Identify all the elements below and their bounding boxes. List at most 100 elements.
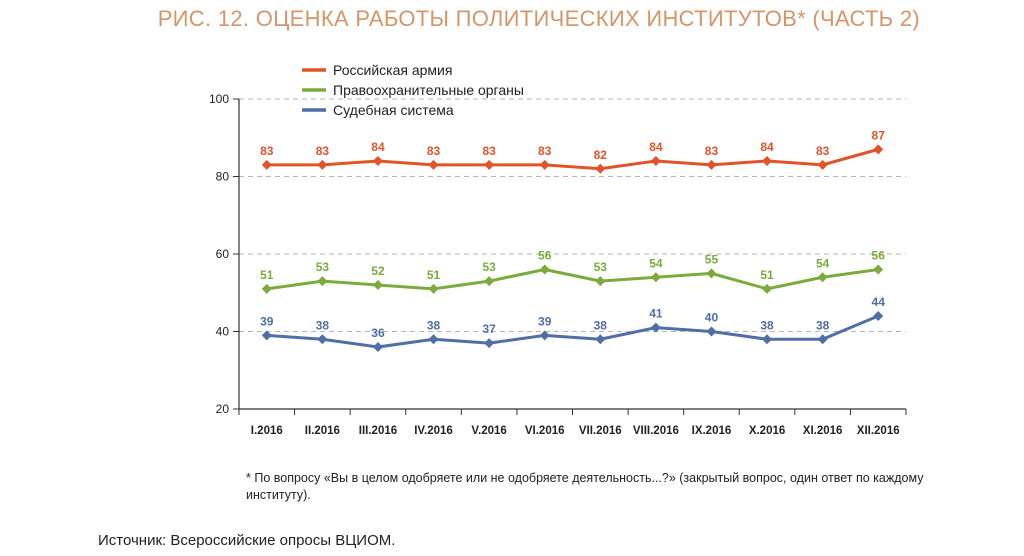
data-label: 83 (427, 144, 441, 158)
data-point (762, 283, 773, 294)
data-label: 40 (705, 311, 719, 325)
y-tick-label: 100 (209, 92, 229, 106)
line-chart: 20 40 60 80 100 I.2016 II.2016 III.2016 IV.2016 V… (209, 62, 907, 437)
data-point (484, 338, 495, 349)
data-point (650, 156, 661, 166)
x-tick-label: XII.2016 (857, 425, 900, 437)
data-point (706, 268, 717, 279)
data-point (873, 264, 884, 275)
data-label: 83 (316, 144, 330, 158)
data-label: 36 (371, 326, 385, 340)
x-tick-label: V.2016 (471, 425, 506, 437)
x-tick-label: III.2016 (359, 425, 397, 437)
data-label: 87 (872, 128, 886, 142)
x-tick-label: VI.2016 (525, 425, 565, 437)
data-point (762, 156, 773, 166)
y-tick-label: 60 (216, 247, 230, 261)
source-note: Источник: Всероссийские опросы ВЦИОМ. (98, 532, 396, 549)
data-label: 56 (538, 249, 552, 263)
data-label: 53 (594, 260, 608, 274)
x-tick-label: VIII.2016 (633, 425, 679, 437)
data-point (317, 276, 328, 287)
data-label: 52 (371, 264, 385, 278)
data-label: 83 (538, 144, 552, 158)
data-label: 84 (760, 140, 774, 154)
legend-entry: Российская армия (333, 62, 452, 78)
x-tick-label: X.2016 (749, 425, 785, 437)
data-point (650, 322, 661, 333)
data-point (539, 159, 550, 170)
chart-title: РИС. 12. ОЦЕНКА РАБОТЫ ПОЛИТИЧЕСКИХ ИНСТ… (157, 6, 920, 31)
data-point (595, 276, 606, 287)
axis-layer: 20 40 60 80 100 I.2016 II.2016 III.2016 IV.2016 V… (209, 92, 907, 437)
x-tick-label: IV.2016 (414, 425, 453, 437)
series-line-1 (266, 147, 879, 171)
data-label: 51 (260, 268, 274, 282)
data-label: 38 (760, 318, 774, 332)
data-point (706, 326, 717, 337)
data-point (595, 334, 606, 345)
y-tick-label: 80 (216, 170, 230, 184)
data-label: 38 (816, 318, 830, 332)
data-label: 41 (649, 307, 663, 321)
data-label: 38 (316, 318, 330, 332)
data-point (372, 342, 383, 352)
data-point (428, 159, 439, 170)
x-tick-label: II.2016 (305, 425, 340, 437)
series-line-2 (266, 268, 879, 291)
grid-layer (239, 98, 906, 332)
data-label: 39 (538, 314, 552, 328)
data-label: 37 (482, 322, 496, 336)
data-label: 84 (649, 140, 663, 154)
data-label: 53 (316, 260, 330, 274)
x-tick-label: IX.2016 (692, 425, 732, 437)
data-label: 39 (260, 314, 274, 328)
legend-entry: Судебная система (333, 102, 454, 118)
data-point (317, 159, 328, 170)
data-point (484, 276, 495, 287)
x-tick-label: I.2016 (251, 425, 283, 437)
data-point (428, 334, 439, 345)
data-label: 38 (594, 318, 608, 332)
data-label: 82 (594, 148, 608, 162)
data-label: 56 (872, 249, 886, 263)
legend-entry: Правоохранительные органы (333, 82, 524, 98)
y-tick-label: 20 (216, 402, 230, 416)
data-point (706, 159, 717, 170)
data-point (317, 334, 328, 345)
data-label: 44 (872, 295, 886, 309)
data-label: 38 (427, 318, 441, 332)
data-point (428, 283, 439, 294)
data-label: 55 (705, 252, 719, 266)
data-label: 51 (760, 268, 774, 282)
data-point (372, 280, 383, 290)
y-tick-label: 40 (216, 325, 230, 339)
data-point (261, 330, 272, 341)
legend: Российская армия Правоохранительные орган… (302, 62, 524, 118)
data-point (539, 330, 550, 341)
footnote: * По вопросу «Вы в целом одобряете или н… (246, 471, 924, 502)
data-label: 54 (649, 256, 663, 270)
data-point (261, 159, 272, 170)
series-layer: 83 83 84 83 83 83 82 84 83 84 83 87 51 53 52 51 53 56 53 54… (260, 128, 885, 352)
data-label: 83 (816, 144, 830, 158)
data-label: 84 (371, 140, 385, 154)
data-point (817, 334, 828, 345)
data-point (595, 163, 606, 174)
data-point (817, 272, 828, 283)
data-label: 83 (705, 144, 719, 158)
data-point (873, 311, 884, 321)
data-point (817, 159, 828, 170)
data-label: 83 (260, 144, 274, 158)
data-point (261, 283, 272, 294)
data-label: 51 (427, 268, 441, 282)
data-point (372, 156, 383, 166)
data-label: 83 (482, 144, 496, 158)
x-tick-label: VII.2016 (579, 425, 622, 437)
series-line-3 (266, 314, 879, 349)
data-label: 54 (816, 256, 830, 270)
x-tick-label: XI.2016 (803, 425, 843, 437)
data-label: 53 (482, 260, 496, 274)
data-point (762, 334, 773, 345)
data-point (650, 272, 661, 283)
